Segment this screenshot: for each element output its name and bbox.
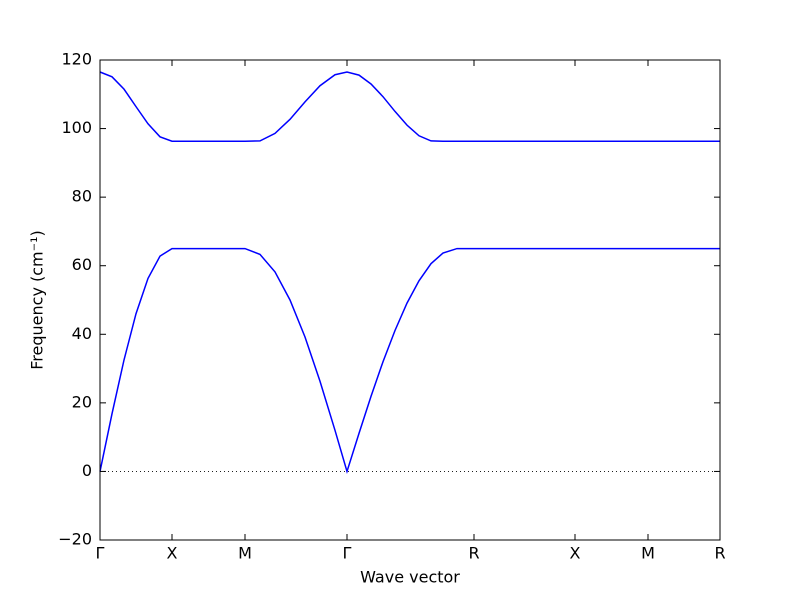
y-tick-label: 20: [72, 392, 92, 411]
y-tick-label: 0: [82, 461, 92, 480]
x-tick-label: R: [714, 544, 725, 563]
x-tick-label: X: [167, 544, 178, 563]
plot-frame: [99, 59, 721, 541]
y-tick-label: 80: [72, 187, 92, 206]
x-tick-label: M: [641, 544, 655, 563]
y-tick-label: 100: [61, 118, 92, 137]
y-tick-label: 120: [61, 50, 92, 69]
y-axis-label: Frequency (cm⁻¹): [28, 230, 47, 369]
x-tick-label: Γ: [96, 544, 105, 563]
x-tick-label: R: [468, 544, 479, 563]
y-tick-label: 60: [72, 255, 92, 274]
x-tick-label: X: [570, 544, 581, 563]
x-tick-label: M: [238, 544, 252, 563]
y-tick-label: −20: [58, 530, 92, 549]
band-line: [99, 247, 720, 475]
band-line: [99, 71, 720, 143]
x-axis-label: Wave vector: [360, 568, 460, 587]
y-tick-label: 40: [72, 324, 92, 343]
x-tick-label: Γ: [343, 544, 352, 563]
